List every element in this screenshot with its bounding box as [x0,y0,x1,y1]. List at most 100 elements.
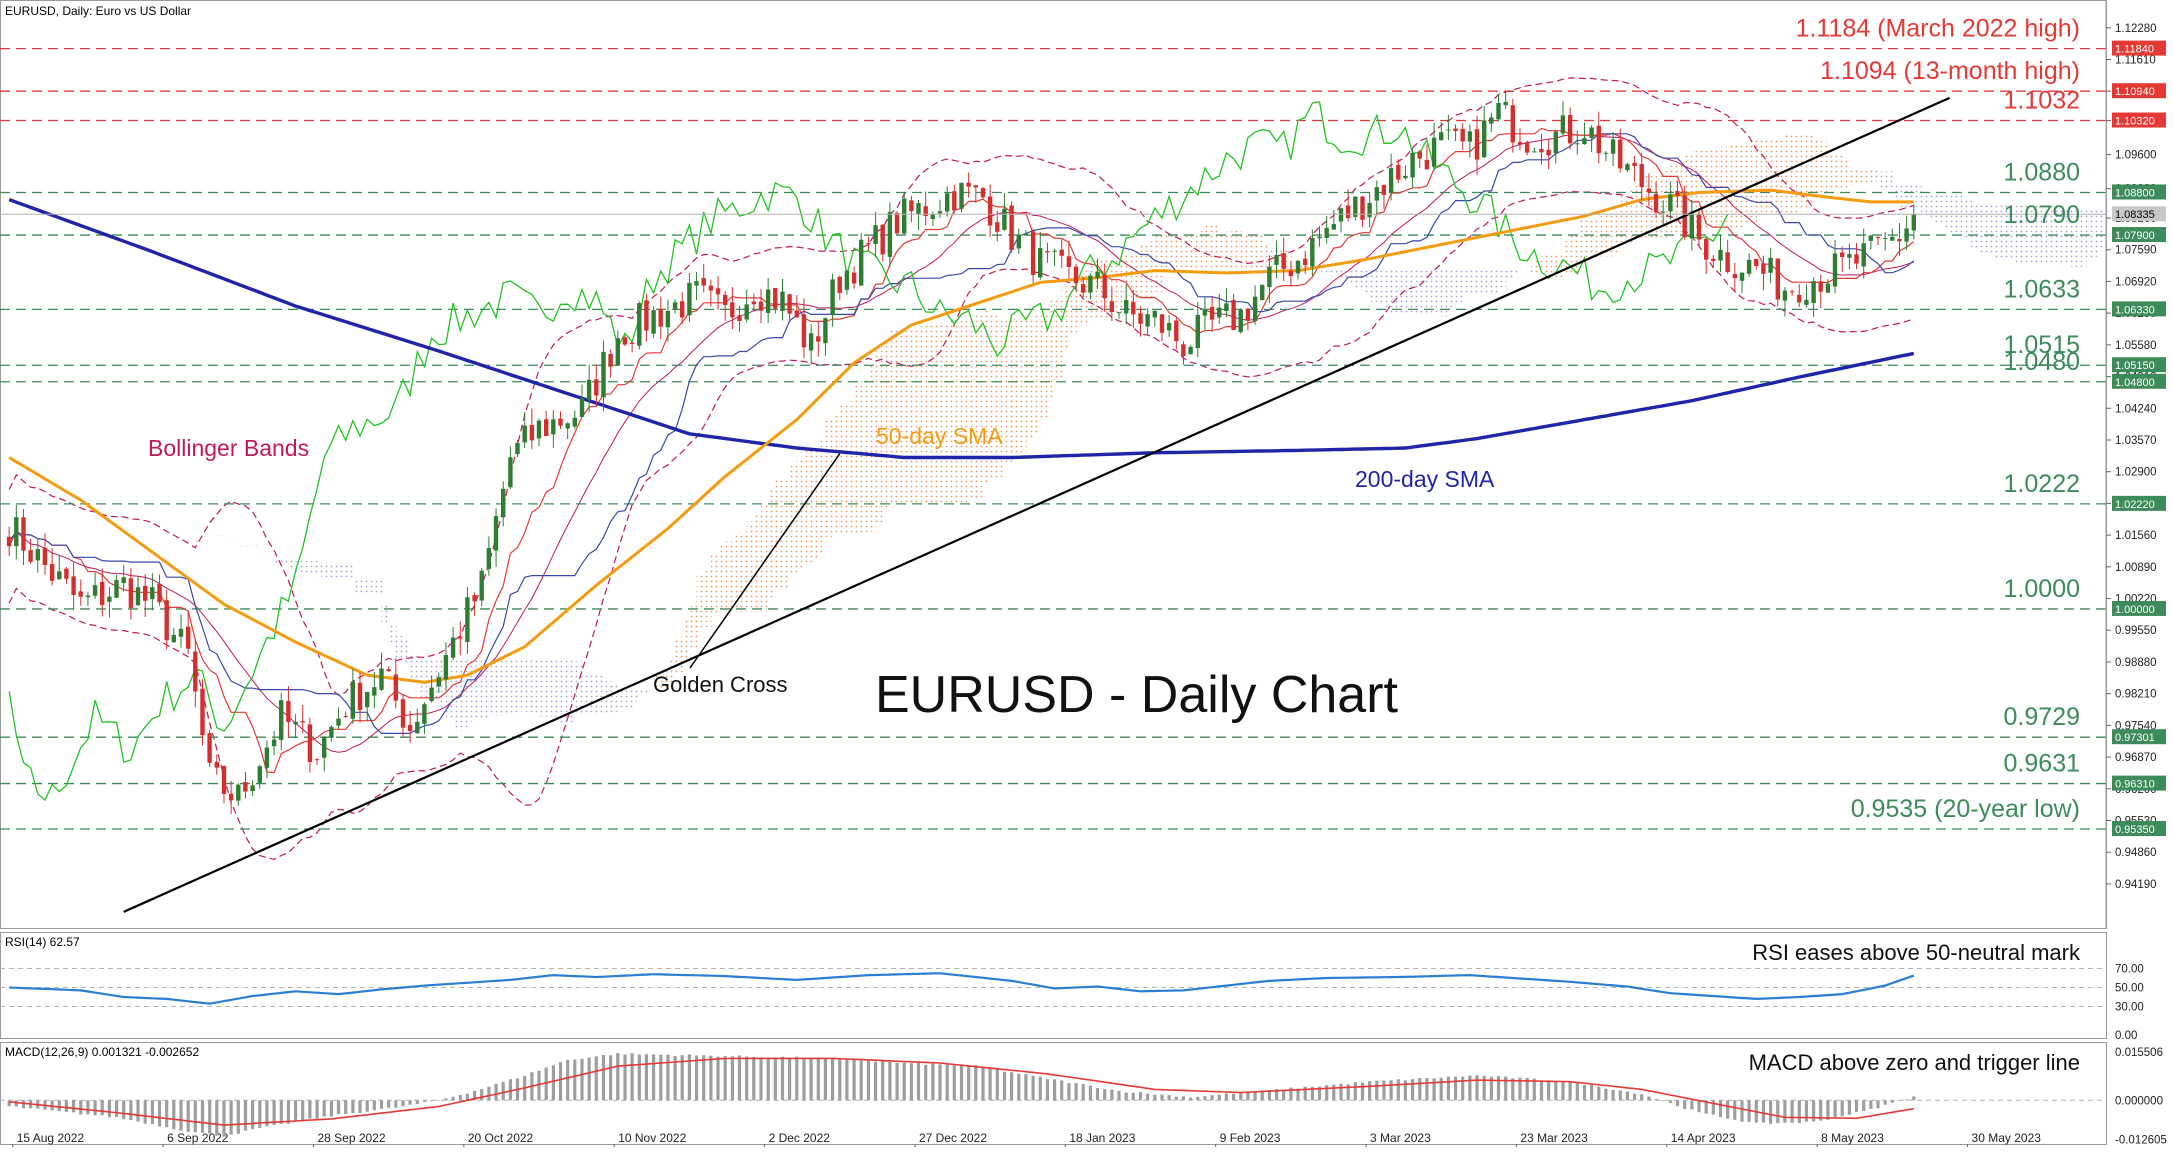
macd-bar [294,1100,298,1122]
candle-body [1510,105,1515,143]
cloud-segment [224,538,232,540]
macd-bar [1232,1094,1236,1101]
price-tick-label: 1.07590 [2115,245,2157,257]
macd-bar [1010,1072,1014,1101]
candle-body [794,310,799,318]
cloud-segment [1212,223,1220,269]
macd-note: MACD above zero and trigger line [1749,1050,2080,1075]
cloud-segment [911,329,920,504]
candle-body [1331,224,1336,230]
candle-body [407,724,413,732]
macd-bar [272,1100,276,1125]
candle-body [479,570,484,601]
cloud-segment [281,557,290,565]
cloud-segment [309,561,318,576]
candle-body [873,225,878,244]
cloud-segment [460,659,469,732]
candle-body [1288,270,1294,277]
candle-body [200,688,205,736]
candle-body [1038,248,1043,278]
cloud-segment [539,659,547,717]
cloud-segment [274,557,282,565]
macd-bar [974,1065,978,1101]
candle-body [937,211,943,214]
cloud-segment [574,661,583,716]
cloud-segment [202,532,211,533]
macd-bar [1396,1079,1400,1101]
candle-body [522,425,527,443]
macd-bar [222,1100,226,1137]
macd-bar [909,1063,913,1101]
candle-body [1317,236,1322,239]
candle-body [1868,235,1873,241]
candle-body [164,600,169,641]
macd-bar [1611,1090,1615,1101]
cloud-segment [925,324,934,504]
macd-bar [702,1055,706,1101]
cloud-segment [582,673,590,713]
candle-body [1174,320,1179,342]
macd-bar [336,1100,341,1114]
macd-bar [988,1068,992,1101]
candle-body [787,294,792,314]
cloud-segment [1677,165,1686,236]
candle-body [193,651,198,692]
candle-body [135,587,141,606]
candle-body [1388,168,1394,194]
macd-bar [480,1089,484,1101]
candle-body [687,282,692,316]
candle-body [314,759,320,761]
cloud-segment [632,689,640,702]
candle-body [973,185,978,188]
price-tick-label: 0.98880 [2115,657,2157,669]
cloud-segment [388,625,397,644]
cloud-segment [1298,263,1306,269]
candle-body [1503,101,1508,106]
moving-averages [8,188,1915,684]
candle-body [415,721,420,734]
cloud-segment [288,560,297,568]
macd-bar [1332,1084,1336,1101]
macd-bar [150,1100,154,1124]
candle-body [1367,202,1372,218]
candle-body [1782,290,1788,301]
cloud-segment [854,385,862,534]
price-tick-label: 0.98210 [2115,689,2157,701]
level-tag [2112,821,2166,837]
candle-body [551,419,556,435]
cloud-segment [703,569,712,627]
candle-body [1252,296,1258,322]
candle-body [1875,237,1881,238]
macd-bar [86,1100,90,1115]
macd-bar [1833,1100,1837,1118]
cloud-segment [811,447,819,560]
candle-body [1088,275,1093,293]
macd-bar [172,1100,176,1130]
candle-body [443,655,449,680]
macd-bar [1554,1081,1558,1101]
macd-bar [1905,1099,1909,1101]
cloud-segment [1699,148,1707,229]
cloud-segment [1899,183,1908,208]
cloud-segment [1892,183,1901,206]
level-tag [2112,775,2166,791]
cloud-segment [589,673,597,714]
macd-bar [1317,1086,1322,1101]
cloud-segment [1913,183,1922,208]
macd-bar [50,1100,54,1111]
macd-bar [630,1053,634,1101]
macd-bar [229,1100,233,1135]
cloud-segment [1885,171,1893,189]
candle-body [1109,301,1114,312]
cloud-segment [1949,192,1958,234]
macd-bar [580,1058,584,1101]
cloud-segment [1183,235,1192,269]
cloud-segment [1054,299,1063,380]
macd-bar [1876,1100,1880,1109]
macd-bar [315,1100,319,1119]
cloud-segment [1641,176,1650,240]
macd-bar [1167,1095,1171,1101]
cloud-segment [1276,249,1285,269]
candle-body [100,581,105,606]
price-tick-label: 0.94860 [2115,847,2157,859]
